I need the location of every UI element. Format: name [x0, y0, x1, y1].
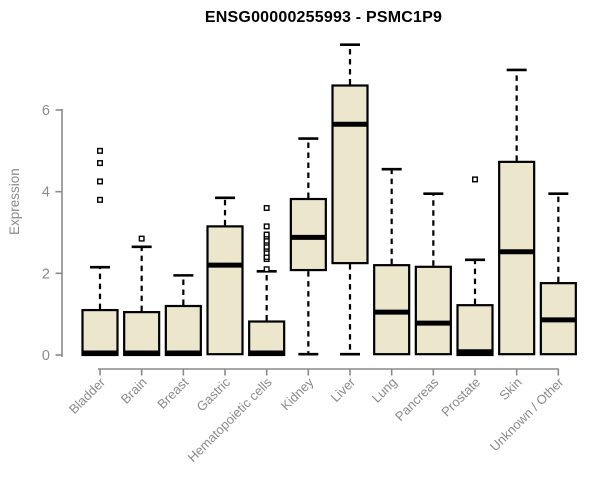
outlier-point-bladder — [96, 147, 103, 154]
box-rect-hematopoietic-cells — [248, 320, 286, 357]
outlier-point-bladder — [96, 178, 103, 185]
outlier-point-prostate — [472, 176, 479, 183]
box-rect-liver — [331, 84, 369, 265]
outlier-point-brain — [138, 235, 145, 242]
y-tick-label-0: 0 — [42, 348, 50, 364]
box-rect-prostate — [456, 304, 494, 357]
box-rect-pancreas — [414, 265, 452, 356]
x-tick-label-prostate: Prostate — [438, 375, 483, 420]
outlier-point-bladder — [96, 160, 103, 167]
outlier-point-hematopoietic-cells — [263, 205, 270, 212]
x-tick-label-liver: Liver — [328, 374, 359, 405]
x-tick-label-kidney: Kidney — [278, 374, 317, 413]
box-rect-breast — [164, 304, 202, 357]
box-rect-gastric — [206, 225, 244, 356]
box-rect-kidney — [289, 197, 327, 272]
x-tick-label-pancreas: Pancreas — [392, 374, 442, 424]
box-rect-brain — [123, 311, 161, 357]
x-tick-label-brain: Brain — [118, 375, 150, 407]
outlier-point-hematopoietic-cells — [263, 266, 270, 273]
outlier-point-hematopoietic-cells — [263, 223, 270, 230]
y-tick-label-6: 6 — [42, 103, 50, 119]
chart-title: ENSG00000255993 - PSMC1P9 — [204, 9, 443, 26]
x-tick-label-skin: Skin — [496, 375, 524, 403]
x-tick-label-gastric: Gastric — [193, 374, 233, 414]
x-tick-label-bladder: Bladder — [66, 374, 109, 417]
box-rect-bladder — [81, 308, 119, 357]
y-tick-label-2: 2 — [42, 266, 50, 282]
box-rect-skin — [498, 160, 536, 356]
y-tick-label-4: 4 — [42, 185, 50, 201]
outlier-point-bladder — [96, 196, 103, 203]
x-tick-label-breast: Breast — [154, 374, 191, 411]
x-tick-label-lung: Lung — [369, 375, 400, 406]
x-tick-label-unknown-other: Unknown / Other — [487, 374, 567, 454]
outlier-point-hematopoietic-cells — [263, 231, 270, 238]
